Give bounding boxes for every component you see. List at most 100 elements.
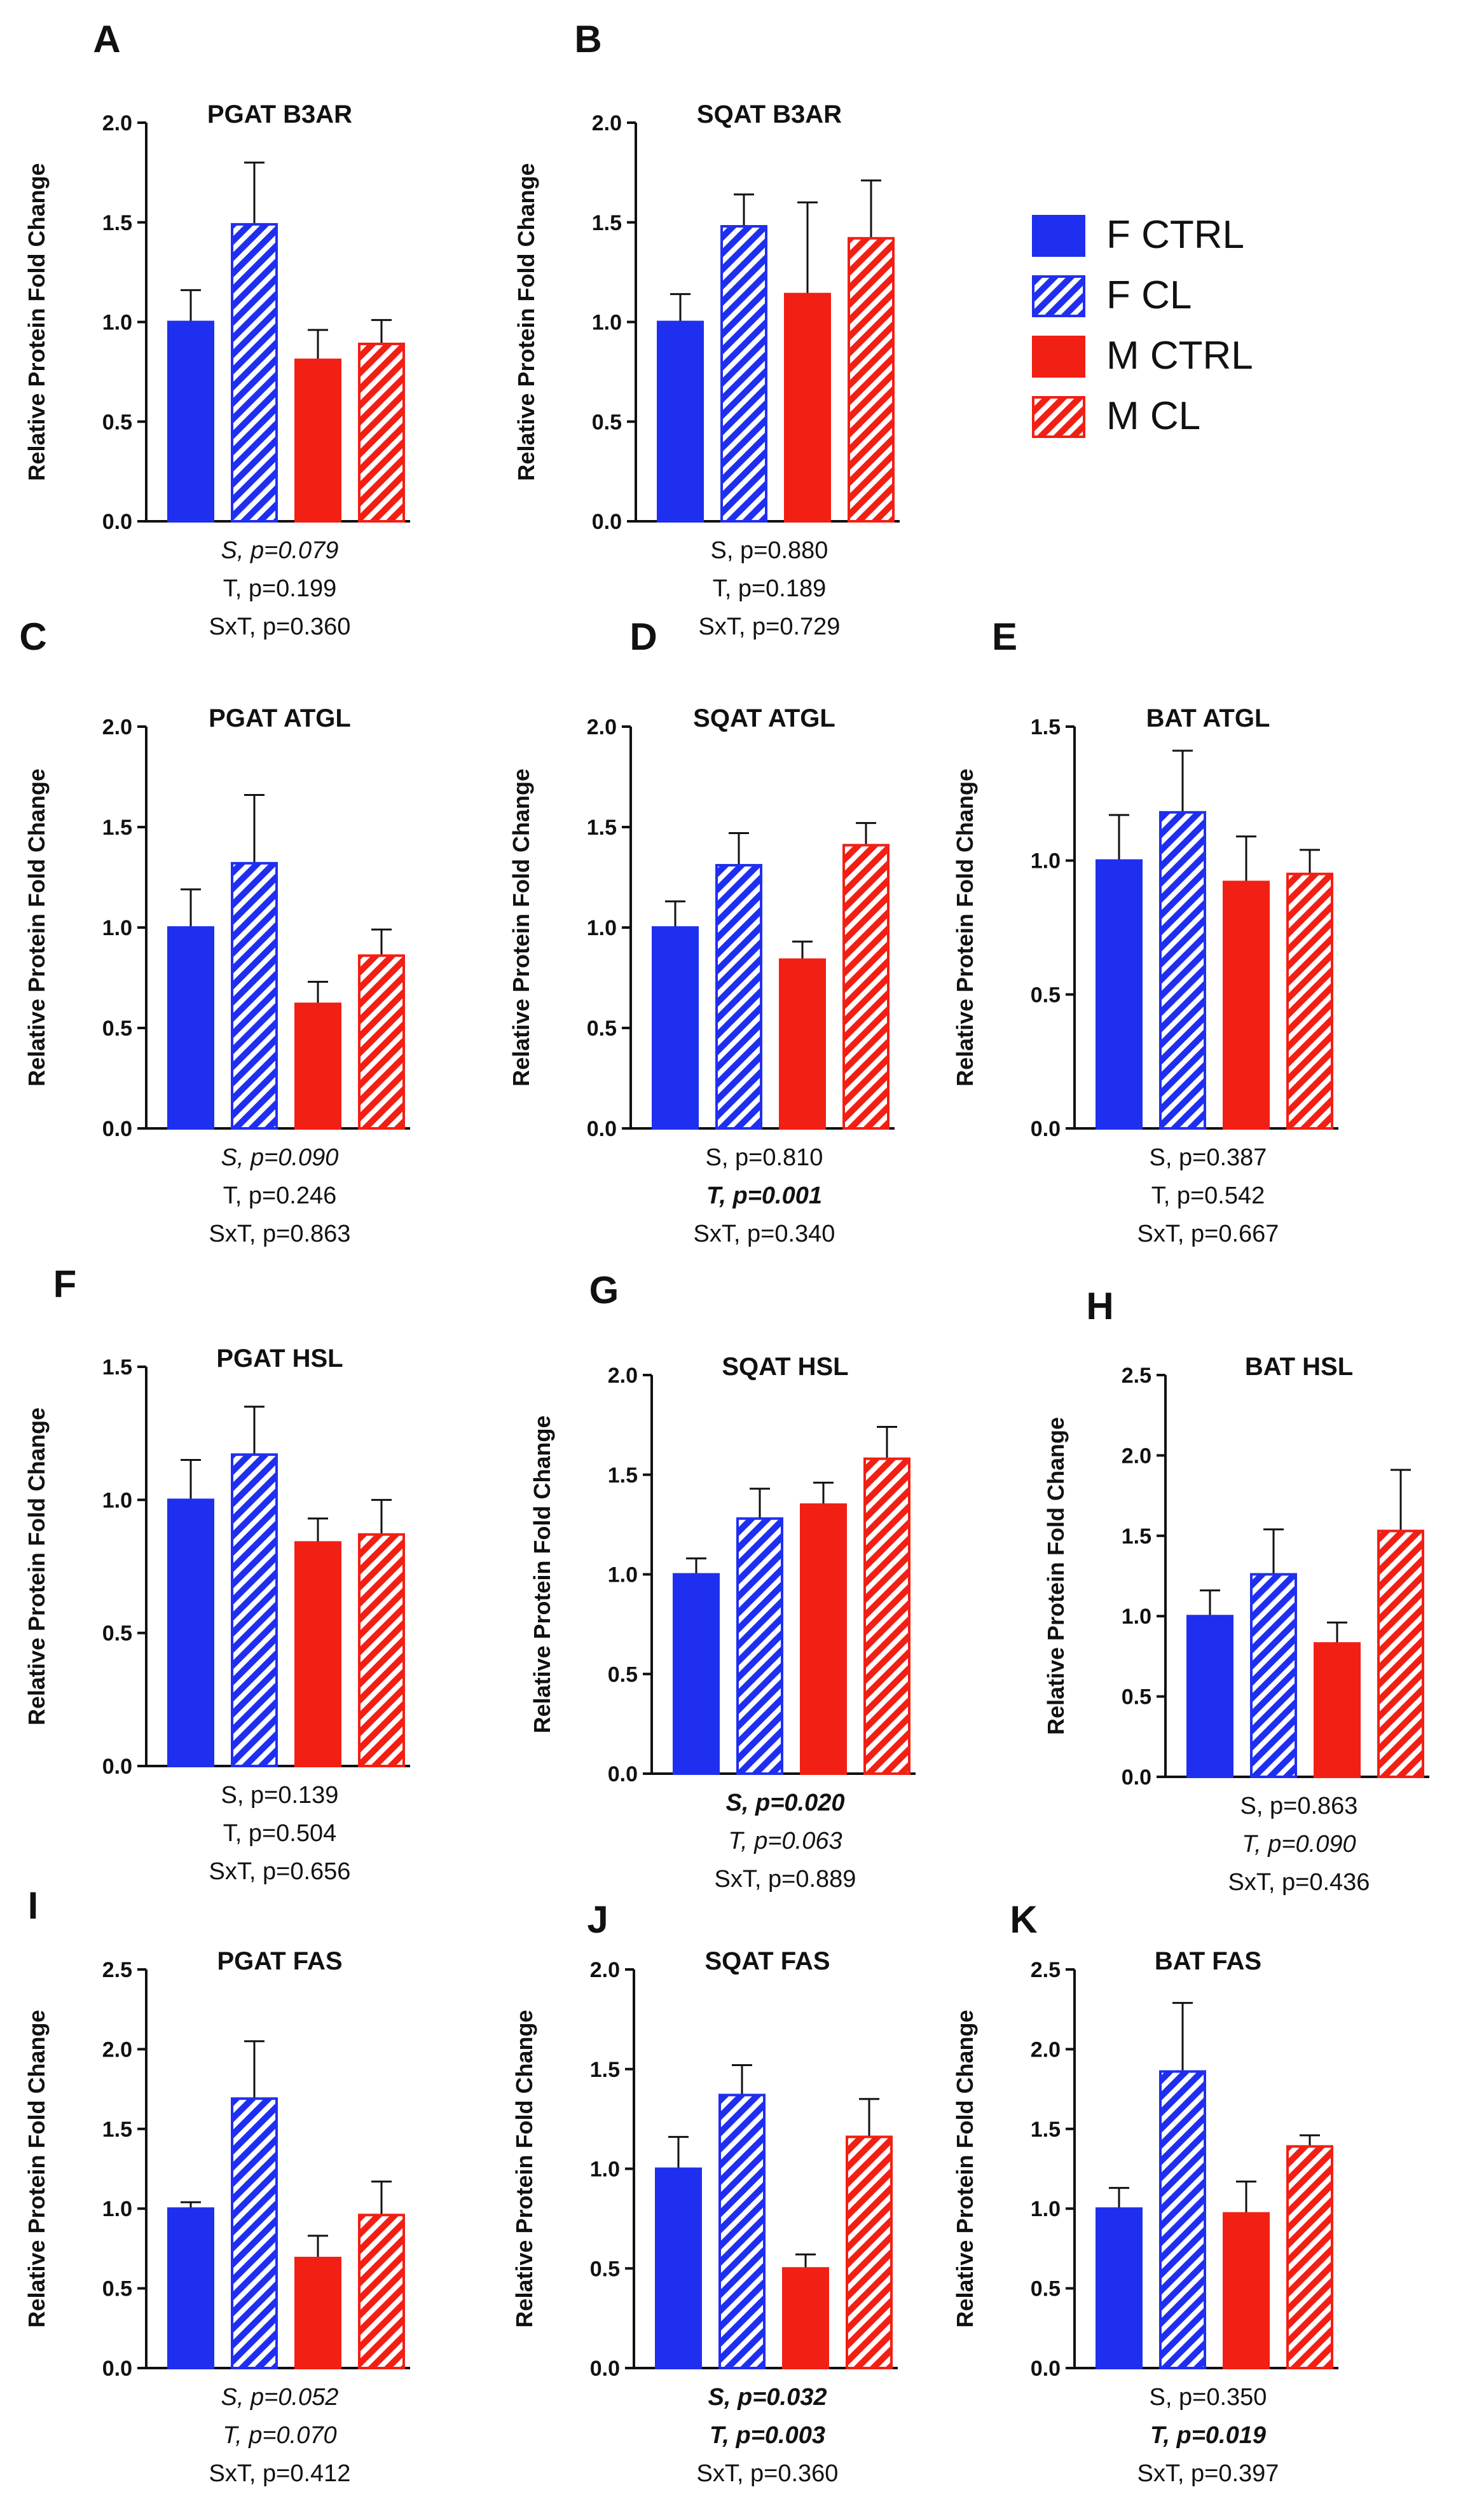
- y-tick-label: 0.5: [592, 410, 622, 434]
- bar-m-ctrl: [1314, 1642, 1361, 1779]
- stat-line: S, p=0.350: [1150, 2384, 1267, 2411]
- y-tick-label: 0.5: [102, 2277, 132, 2301]
- y-tick-label: 1.5: [592, 211, 622, 235]
- y-tick-label: 0.0: [102, 510, 132, 534]
- legend-swatch: [1032, 275, 1085, 317]
- chart-title: PGAT FAS: [217, 1947, 342, 1975]
- panel-k: K BAT FAS Relative Protein Fold Change 0.0 0…: [952, 1898, 1338, 2487]
- y-tick-label: 1.0: [102, 916, 132, 940]
- stat-line: S, p=0.090: [221, 1144, 339, 1171]
- stat-line: S, p=0.052: [221, 2384, 339, 2411]
- y-axis-label: Relative Protein Fold Change: [508, 769, 534, 1086]
- stat-line: S, p=0.079: [221, 537, 339, 564]
- bar-m-cl: [358, 1533, 405, 1767]
- chart-title: BAT FAS: [1155, 1947, 1261, 1975]
- stat-line: T, p=0.246: [223, 1182, 337, 1209]
- bar-m-ctrl: [800, 1503, 847, 1775]
- bar-m-ctrl: [779, 958, 826, 1130]
- stat-line: T, p=0.063: [728, 1828, 842, 1854]
- bar-f-cl: [1250, 1573, 1297, 1778]
- y-tick-label: 0.5: [608, 1662, 638, 1687]
- panel-e: E BAT ATGL Relative Protein Fold Change 0.0…: [952, 615, 1338, 1247]
- bar-f-ctrl: [1186, 1615, 1233, 1778]
- stat-line: SxT, p=0.889: [715, 1866, 856, 1893]
- bar-f-ctrl: [167, 1498, 214, 1767]
- panel-c: C PGAT ATGL Relative Protein Fold Change 0.…: [19, 615, 410, 1247]
- chart-title: SQAT ATGL: [693, 704, 835, 732]
- y-axis-label: Relative Protein Fold Change: [24, 2010, 50, 2327]
- bar-f-ctrl: [655, 2167, 702, 2369]
- y-tick-label: 1.5: [1031, 2118, 1061, 2142]
- chart-title: SQAT B3AR: [697, 100, 842, 128]
- y-tick-label: 2.5: [1031, 1958, 1061, 1982]
- bar-m-ctrl: [784, 292, 831, 523]
- stat-line: SxT, p=0.340: [694, 1221, 835, 1247]
- panel-letter: I: [28, 1884, 39, 1927]
- bar-f-cl: [231, 861, 278, 1130]
- y-tick-label: 2.0: [590, 1958, 620, 1982]
- bar-f-ctrl: [1096, 859, 1143, 1130]
- stat-line: S, p=0.863: [1240, 1793, 1358, 1819]
- bar-m-ctrl: [1223, 2212, 1270, 2370]
- y-axis-label: Relative Protein Fold Change: [1043, 1417, 1069, 1735]
- stat-line: SxT, p=0.667: [1137, 1221, 1279, 1247]
- y-axis-label: Relative Protein Fold Change: [952, 769, 978, 1086]
- y-axis-label: Relative Protein Fold Change: [952, 2010, 978, 2327]
- legend-entry: M CL: [1032, 394, 1200, 438]
- y-tick-label: 0.5: [590, 2257, 620, 2281]
- stat-line: T, p=0.019: [1150, 2422, 1266, 2449]
- panel-letter: J: [587, 1898, 608, 1941]
- y-tick-label: 0.5: [587, 1017, 617, 1041]
- stat-line: T, p=0.003: [710, 2422, 825, 2449]
- stat-line: T, p=0.090: [1242, 1831, 1356, 1858]
- bar-f-cl: [231, 223, 278, 523]
- y-tick-label: 0.0: [1031, 2357, 1061, 2381]
- stat-line: SxT, p=0.436: [1228, 1869, 1370, 1896]
- bar-f-ctrl: [657, 320, 704, 523]
- y-tick-label: 1.0: [592, 311, 622, 335]
- y-tick-label: 2.0: [1122, 1444, 1151, 1468]
- panel-letter: B: [574, 18, 601, 60]
- legend: F CTRL F CL M CTRL M CL: [1032, 213, 1253, 438]
- y-axis-label: Relative Protein Fold Change: [24, 1407, 50, 1725]
- stat-line: S, p=0.880: [711, 537, 828, 564]
- bar-f-ctrl: [167, 926, 214, 1130]
- bar-m-ctrl: [294, 1003, 341, 1130]
- bar-f-cl: [1159, 2070, 1206, 2369]
- stat-line: SxT, p=0.360: [697, 2460, 839, 2487]
- y-tick-label: 0.5: [1031, 983, 1061, 1007]
- y-tick-label: 2.0: [608, 1364, 638, 1388]
- legend-swatch: [1032, 336, 1085, 378]
- y-tick-label: 1.0: [587, 916, 617, 940]
- stat-line: T, p=0.199: [223, 575, 337, 602]
- chart-title: SQAT HSL: [722, 1353, 848, 1381]
- y-tick-label: 0.0: [587, 1117, 617, 1141]
- stat-line: S, p=0.139: [221, 1782, 339, 1809]
- bar-m-ctrl: [782, 2267, 829, 2369]
- panel-letter: K: [1010, 1898, 1037, 1941]
- panel-g: G SQAT HSL Relative Protein Fold Change 0.0…: [529, 1269, 916, 1893]
- y-tick-label: 0.0: [590, 2357, 620, 2381]
- stat-line: SxT, p=0.412: [209, 2460, 351, 2487]
- bar-f-cl: [231, 2097, 278, 2369]
- y-tick-label: 2.0: [1031, 2037, 1061, 2062]
- panel-letter: G: [589, 1269, 619, 1311]
- y-tick-label: 1.5: [608, 1463, 638, 1488]
- y-tick-label: 2.5: [102, 1958, 132, 1982]
- bar-m-cl: [848, 236, 895, 523]
- bar-m-cl: [842, 844, 890, 1130]
- chart-title: PGAT HSL: [216, 1345, 343, 1373]
- panels: A PGAT B3AR Relative Protein Fold Change 0.…: [19, 18, 1429, 2487]
- y-tick-label: 1.0: [608, 1563, 638, 1587]
- stat-line: SxT, p=0.729: [699, 613, 841, 640]
- stat-line: SxT, p=0.656: [209, 1858, 351, 1885]
- bar-f-ctrl: [1096, 2207, 1143, 2369]
- legend-swatch: [1032, 215, 1085, 257]
- panel-letter: E: [992, 615, 1017, 658]
- panel-a: A PGAT B3AR Relative Protein Fold Change 0.…: [24, 18, 410, 640]
- y-tick-label: 1.0: [102, 2197, 132, 2221]
- y-tick-label: 0.0: [592, 510, 622, 534]
- legend-label: F CTRL: [1106, 213, 1244, 257]
- y-tick-label: 0.5: [1122, 1685, 1151, 1709]
- y-tick-label: 1.5: [102, 211, 132, 235]
